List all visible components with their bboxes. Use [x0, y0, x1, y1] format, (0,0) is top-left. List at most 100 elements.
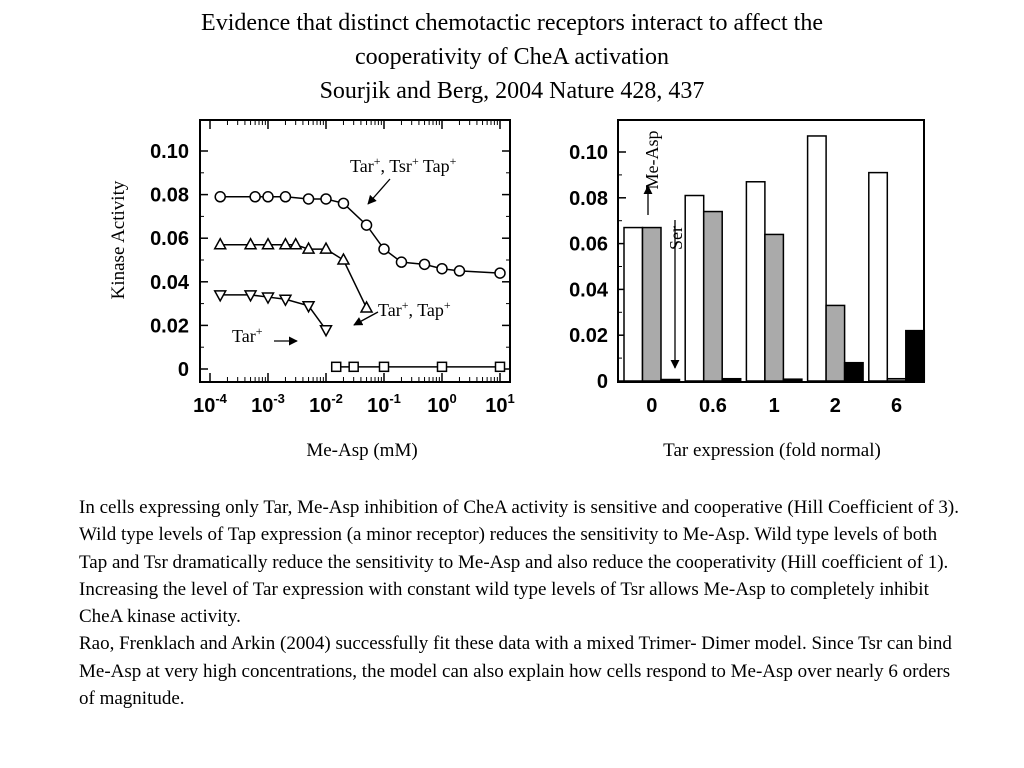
- annotation-tar-only: Tar+: [232, 324, 263, 346]
- bar: [702, 210, 723, 382]
- y-tick-label: 0.08: [569, 188, 608, 210]
- bar: [782, 378, 803, 382]
- data-point-circle: [418, 258, 431, 271]
- annotation-tar-tsr-tap: Tar+, Tsr+ Tap+: [350, 154, 457, 176]
- x-tick-base: 10: [193, 395, 215, 417]
- data-point-triangle-down: [261, 292, 275, 305]
- line-chart-series: [213, 191, 506, 373]
- x-tick-label: 6: [891, 395, 902, 417]
- line-chart-frame: [199, 119, 511, 383]
- annotation-text-part: , Tsr: [381, 156, 412, 176]
- title-citation: Sourjik and Berg, 2004 Nature 428, 437: [319, 78, 705, 104]
- data-point-circle: [453, 265, 466, 277]
- bar: [764, 233, 785, 382]
- data-point-triangle-down: [319, 325, 333, 338]
- annotation-ser: Ser: [666, 226, 686, 250]
- y-tick-label: 0.04: [150, 272, 190, 294]
- annotation-tar-tap: Tar+, Tap+: [378, 298, 451, 320]
- bar-chart-x-axis-label: Tar expression (fold normal): [663, 440, 881, 461]
- x-tick-label: 10-3: [251, 391, 285, 417]
- x-tick-label: 101: [485, 391, 514, 417]
- data-point-square: [348, 361, 359, 373]
- caption-paragraph-2: Increasing the level of Tar expression w…: [79, 578, 929, 628]
- data-point-triangle-up: [359, 300, 374, 313]
- data-point-triangle-up: [319, 241, 333, 254]
- slide-caption: In cells expressing only Tar, Me-Asp inh…: [79, 494, 959, 712]
- y-tick-label: 0: [597, 371, 608, 393]
- annotation-text-part: +: [256, 324, 263, 338]
- data-point-triangle-down: [243, 290, 258, 303]
- caption-paragraph-3: Rao, Frenklach and Arkin (2004) successf…: [79, 633, 952, 710]
- bar: [660, 378, 681, 382]
- x-tick-label: 10-2: [309, 391, 343, 417]
- data-point-triangle-up: [336, 252, 351, 265]
- data-point-triangle-up: [278, 237, 293, 250]
- data-point-circle: [249, 191, 261, 203]
- series-line: [220, 294, 327, 331]
- data-point-circle: [262, 191, 274, 203]
- x-tick-exponent: -4: [215, 391, 227, 406]
- annotation-arrow-tar-tsr-tap: [367, 178, 391, 205]
- annotation-text-part: Tap: [419, 156, 450, 176]
- x-tick-label: 10-1: [367, 391, 401, 417]
- series-line: [220, 196, 501, 274]
- annotation-text-part: , Tap: [409, 300, 444, 320]
- x-tick-label: 100: [427, 391, 456, 417]
- x-tick-exponent: 1: [508, 391, 515, 406]
- data-point-circle: [494, 267, 506, 279]
- bar-chart-bars: [623, 135, 926, 382]
- y-tick-label: 0: [178, 359, 189, 381]
- bar: [623, 226, 644, 382]
- annotation-text-part: Tar: [232, 326, 256, 346]
- data-point-triangle-up: [213, 237, 227, 250]
- y-tick-label: 0.06: [150, 228, 189, 250]
- kinase-activity-line-chart: 00.020.040.060.080.10 10-4 10-3 10-2 10-1 10…: [108, 119, 515, 461]
- line-chart-minor-ticks: [200, 120, 510, 382]
- line-chart-x-ticks: 10-4 10-3 10-2 10-1 100 101: [193, 120, 515, 417]
- data-point-triangle-down: [301, 301, 316, 314]
- x-tick-label: 10-4: [193, 391, 228, 417]
- bar: [886, 377, 907, 382]
- data-point-circle: [378, 243, 390, 255]
- bar: [868, 171, 889, 382]
- line-chart-y-axis-label: Kinase Activity: [108, 180, 129, 299]
- data-point-triangle-down: [278, 294, 293, 307]
- data-point-circle: [302, 193, 315, 205]
- data-point-square: [494, 361, 506, 373]
- caption-paragraph-1: In cells expressing only Tar, Me-Asp inh…: [79, 497, 959, 573]
- bar: [843, 361, 864, 382]
- annotation-text-part: +: [444, 298, 451, 312]
- data-point-circle: [320, 193, 332, 205]
- x-tick-base: 10: [485, 395, 507, 417]
- x-tick-exponent: -2: [331, 391, 343, 406]
- bar: [721, 377, 742, 382]
- x-tick-base: 10: [309, 395, 331, 417]
- annotation-arrow-tar-tap: [353, 311, 379, 326]
- tar-expression-bar-chart: 0 0.02 0.04 0.06 0.08 0.10 0 0.6 1 2 6 Tar expres…: [569, 119, 926, 461]
- annotation-text-part: +: [412, 154, 419, 168]
- annotation-text-part: Tar: [350, 156, 374, 176]
- data-point-circle: [337, 197, 350, 210]
- x-tick-exponent: 0: [450, 391, 457, 406]
- data-point-triangle-up: [261, 237, 275, 250]
- data-point-triangle-up: [288, 237, 303, 250]
- annotation-text-part: +: [402, 298, 409, 312]
- y-tick-label: 0.04: [569, 279, 609, 301]
- x-tick-exponent: -1: [389, 391, 401, 406]
- x-tick-label: 2: [830, 395, 841, 417]
- x-tick-exponent: -3: [273, 391, 285, 406]
- x-tick-label: 0.6: [699, 395, 727, 417]
- data-point-triangle-down: [213, 290, 227, 303]
- slide-title: Evidence that distinct chemotactic recep…: [0, 6, 1024, 108]
- y-tick-label: 0.02: [150, 315, 189, 337]
- annotation-text-part: +: [374, 154, 381, 168]
- bar: [905, 329, 926, 382]
- x-tick-base: 10: [367, 395, 389, 417]
- x-tick-base: 10: [427, 395, 449, 417]
- bar: [806, 135, 827, 382]
- line-chart-y-ticks: 0 0.02 0.04 0.06 0.08 0.10: [150, 141, 510, 381]
- annotation-me-asp: Me-Asp: [642, 131, 662, 190]
- y-tick-label: 0.02: [569, 325, 608, 347]
- bar-chart-x-ticks: 0 0.6 1 2 6: [646, 395, 902, 417]
